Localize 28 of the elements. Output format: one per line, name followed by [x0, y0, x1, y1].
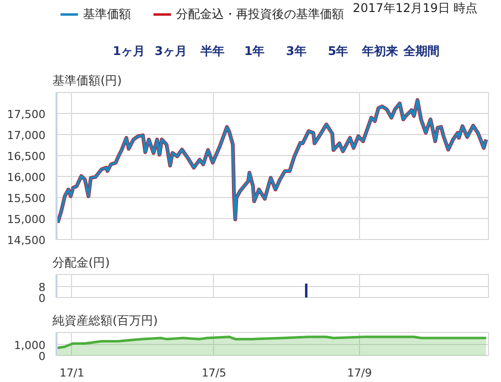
- text: 全期間: [402, 44, 440, 58]
- legend-label: 基準価額: [83, 6, 131, 22]
- y-tick-label: 17,000: [7, 129, 46, 142]
- y-tick-label: 17,500: [7, 108, 46, 121]
- y-tick-label: 0: [38, 292, 46, 305]
- text: 年初来: [360, 44, 398, 58]
- y-tick-label: 0: [38, 350, 46, 363]
- x-tick-label: 17/1: [60, 366, 84, 380]
- legend-label: 分配金込・再投資後の基準価額: [176, 6, 344, 22]
- y-tick-label: 1,000: [14, 339, 46, 352]
- text: 5年: [328, 44, 348, 58]
- y-tick-label: 15,000: [7, 213, 46, 226]
- y-tick-label: 15,500: [7, 192, 46, 205]
- y-axis-title: 分配金(円): [52, 256, 110, 270]
- text: 1ヶ月: [112, 44, 146, 58]
- y-tick-label: 16,000: [7, 171, 46, 184]
- text: 3年: [286, 44, 306, 58]
- y-tick-label: 8: [38, 281, 46, 294]
- y-axis-title: 純資産総額(百万円): [52, 314, 158, 328]
- y-axis-title: 基準価額(円): [52, 74, 122, 88]
- x-tick-label: 17/9: [347, 366, 372, 380]
- text: 2017年12月19日 時点: [352, 1, 478, 16]
- text: 1年: [244, 44, 265, 58]
- text: 半年: [200, 44, 225, 58]
- y-tick-label: 16,500: [7, 150, 46, 163]
- y-tick-label: 14,500: [7, 234, 46, 247]
- text: 3ヶ月: [154, 44, 187, 58]
- x-tick-label: 17/5: [202, 366, 226, 380]
